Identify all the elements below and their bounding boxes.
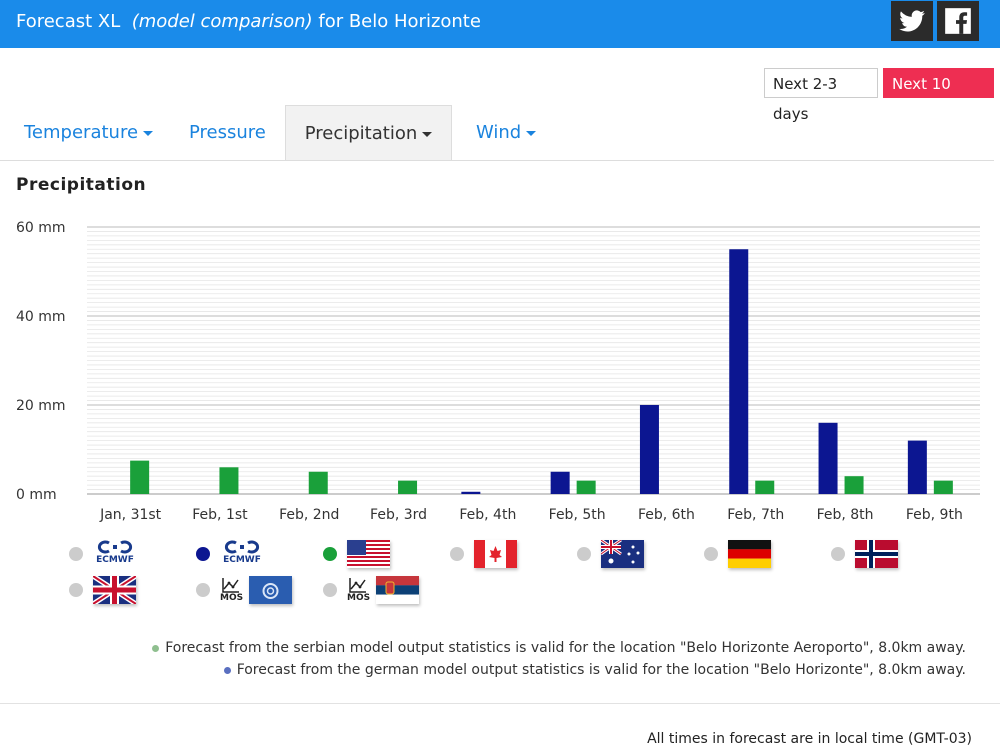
bar-ecmwf[interactable] xyxy=(639,405,659,494)
bar-usa[interactable] xyxy=(219,467,239,494)
y-tick-label: 0 mm xyxy=(16,487,57,503)
dwd-icon xyxy=(249,576,292,604)
y-tick-label: 20 mm xyxy=(16,398,66,414)
next-10-days-button[interactable]: Next 10 days xyxy=(883,68,994,123)
chevron-down-icon xyxy=(422,131,433,137)
tab-bar: Temperature Pressure Precipitation Wind xyxy=(0,105,994,161)
note-text: Forecast from the serbian model output s… xyxy=(165,640,966,656)
note-text: Forecast from the german model output st… xyxy=(236,662,966,678)
bar-usa[interactable] xyxy=(398,480,418,494)
chevron-down-icon xyxy=(143,130,154,136)
uk-flag-icon xyxy=(91,573,138,607)
chevron-down-icon xyxy=(526,130,537,136)
x-tick-label: Jan, 31st xyxy=(99,507,162,523)
legend-item[interactable] xyxy=(69,573,179,607)
tab-label: Temperature xyxy=(24,122,139,143)
timezone-note: All times in forecast are in local time … xyxy=(647,731,972,747)
serbia-flag-icon xyxy=(376,576,419,604)
legend-dot[interactable] xyxy=(450,547,464,561)
australia-flag-icon xyxy=(600,538,644,568)
legend-dot[interactable] xyxy=(831,547,845,561)
legend-item[interactable]: ECMWF xyxy=(69,540,179,568)
tab-label: Precipitation xyxy=(304,123,418,144)
german-mos-note: Forecast from the german model output st… xyxy=(223,662,966,678)
legend-dot[interactable] xyxy=(323,583,337,597)
ecmwf-logo-icon: ECMWF xyxy=(220,540,264,568)
bar-ecmwf[interactable] xyxy=(461,491,481,494)
mos-serbia-icon: MOS xyxy=(347,576,421,604)
legend-item[interactable] xyxy=(577,538,687,568)
title-location: for Belo Horizonte xyxy=(318,11,481,32)
x-tick-label: Feb, 8th xyxy=(817,507,874,523)
tab-label: Pressure xyxy=(189,122,266,143)
legend-item[interactable]: MOS xyxy=(196,576,306,604)
precipitation-chart: 0 mm 20 mm 40 mm 60 mm Jan, 31st Feb, 1st Feb,… xyxy=(16,220,980,523)
legend-item[interactable]: MOS xyxy=(323,576,433,604)
legend-dot[interactable] xyxy=(196,583,210,597)
mos-label: MOS xyxy=(347,593,371,603)
twitter-icon xyxy=(899,10,925,32)
mos-label: MOS xyxy=(220,593,244,603)
bar-ecmwf[interactable] xyxy=(818,422,838,494)
tab-wind[interactable]: Wind xyxy=(476,105,537,160)
y-tick-label: 40 mm xyxy=(16,309,66,325)
bar-ecmwf[interactable] xyxy=(907,440,927,494)
divider xyxy=(0,703,1000,704)
bar-usa[interactable] xyxy=(308,471,328,494)
x-tick-label: Feb, 9th xyxy=(906,507,963,523)
next-2-3-days-button[interactable]: Next 2-3 days xyxy=(764,68,878,123)
title-sub: (model comparison) xyxy=(131,11,313,32)
canada-flag-icon xyxy=(474,540,517,568)
legend-dot[interactable] xyxy=(704,547,718,561)
mos-germany-icon: MOS xyxy=(220,576,294,604)
legend-item[interactable] xyxy=(323,540,433,568)
bar-usa[interactable] xyxy=(844,476,864,494)
tab-temperature[interactable]: Temperature xyxy=(24,105,154,160)
bar-usa[interactable] xyxy=(130,460,150,494)
legend-dot[interactable] xyxy=(577,547,591,561)
ecmwf-label: ECMWF xyxy=(223,555,261,565)
tab-precipitation[interactable]: Precipitation xyxy=(285,105,452,160)
germany-flag-icon xyxy=(728,540,771,568)
title-main: Forecast XL xyxy=(16,11,121,32)
facebook-button[interactable] xyxy=(937,1,979,41)
bar-usa[interactable] xyxy=(576,480,596,494)
app-header: Forecast XL (model comparison) for Belo … xyxy=(0,0,1000,48)
x-tick-label: Feb, 2nd xyxy=(279,507,339,523)
legend-item[interactable] xyxy=(704,540,814,568)
norway-flag-icon xyxy=(855,540,898,568)
legend-dot[interactable] xyxy=(69,547,83,561)
section-title: Precipitation xyxy=(16,175,147,195)
facebook-icon xyxy=(945,8,971,34)
legend-dot[interactable] xyxy=(323,547,337,561)
legend-item[interactable] xyxy=(450,540,560,568)
bar-ecmwf[interactable] xyxy=(550,471,570,494)
legend-dot[interactable] xyxy=(69,583,83,597)
model-legend: ECMWF ECMWF MOS MOS xyxy=(0,538,1000,615)
usa-flag-icon xyxy=(347,540,390,568)
legend-dot[interactable] xyxy=(196,547,210,561)
legend-item[interactable]: ECMWF xyxy=(196,540,306,568)
x-tick-label: Feb, 5th xyxy=(549,507,606,523)
legend-item[interactable] xyxy=(831,540,941,568)
note-dot xyxy=(152,644,160,652)
note-dot xyxy=(223,666,231,674)
x-tick-label: Feb, 4th xyxy=(459,507,516,523)
tab-pressure[interactable]: Pressure xyxy=(189,105,266,160)
bar-ecmwf[interactable] xyxy=(729,249,749,494)
serbian-mos-note: Forecast from the serbian model output s… xyxy=(152,640,966,656)
y-tick-label: 60 mm xyxy=(16,220,66,236)
twitter-button[interactable] xyxy=(891,1,933,41)
bar-usa[interactable] xyxy=(933,480,953,494)
bar-usa[interactable] xyxy=(755,480,775,494)
x-tick-label: Feb, 3rd xyxy=(370,507,427,523)
ecmwf-label: ECMWF xyxy=(96,555,134,565)
x-tick-label: Feb, 6th xyxy=(638,507,695,523)
x-tick-label: Feb, 7th xyxy=(727,507,784,523)
page-title: Forecast XL (model comparison) for Belo … xyxy=(16,11,481,32)
ecmwf-logo-icon: ECMWF xyxy=(93,540,137,568)
tab-label: Wind xyxy=(476,122,522,143)
x-tick-label: Feb, 1st xyxy=(192,507,248,523)
